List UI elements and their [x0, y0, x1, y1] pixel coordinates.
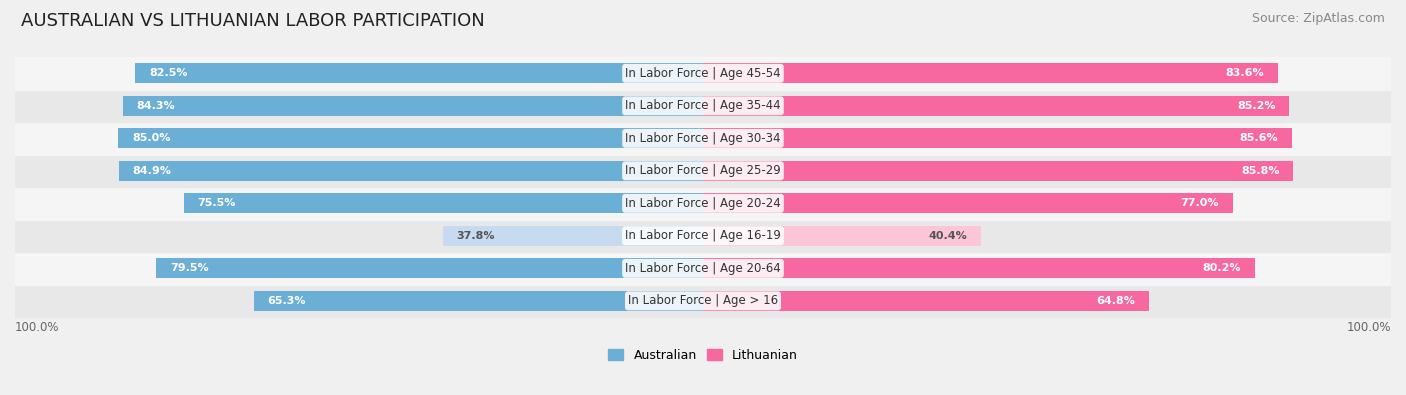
Bar: [15, 220, 1391, 252]
Text: 84.3%: 84.3%: [136, 101, 176, 111]
Text: 83.6%: 83.6%: [1226, 68, 1264, 78]
Bar: [703, 226, 981, 246]
Text: In Labor Force | Age 45-54: In Labor Force | Age 45-54: [626, 67, 780, 80]
Text: In Labor Force | Age 25-29: In Labor Force | Age 25-29: [626, 164, 780, 177]
Text: 85.2%: 85.2%: [1237, 101, 1275, 111]
Bar: [15, 57, 1391, 90]
Bar: [703, 161, 1294, 181]
Text: 80.2%: 80.2%: [1202, 263, 1241, 273]
Text: 40.4%: 40.4%: [928, 231, 967, 241]
Text: 77.0%: 77.0%: [1181, 198, 1219, 208]
Text: In Labor Force | Age > 16: In Labor Force | Age > 16: [628, 294, 778, 307]
Text: In Labor Force | Age 35-44: In Labor Force | Age 35-44: [626, 99, 780, 112]
Bar: [703, 291, 1149, 311]
Text: 79.5%: 79.5%: [170, 263, 208, 273]
Bar: [184, 193, 703, 213]
Bar: [703, 63, 1278, 83]
Text: 100.0%: 100.0%: [1347, 321, 1391, 334]
Text: In Labor Force | Age 30-34: In Labor Force | Age 30-34: [626, 132, 780, 145]
Text: 82.5%: 82.5%: [149, 68, 187, 78]
Text: 75.5%: 75.5%: [197, 198, 236, 208]
Bar: [15, 122, 1391, 154]
Bar: [15, 252, 1391, 284]
Bar: [703, 96, 1289, 116]
Bar: [15, 154, 1391, 187]
Text: 100.0%: 100.0%: [15, 321, 59, 334]
Legend: Australian, Lithuanian: Australian, Lithuanian: [603, 344, 803, 367]
Bar: [443, 226, 703, 246]
Bar: [120, 161, 703, 181]
Bar: [703, 193, 1233, 213]
Text: 37.8%: 37.8%: [457, 231, 495, 241]
Text: 85.8%: 85.8%: [1241, 166, 1279, 176]
Text: In Labor Force | Age 20-24: In Labor Force | Age 20-24: [626, 197, 780, 210]
Bar: [253, 291, 703, 311]
Text: 85.6%: 85.6%: [1240, 134, 1278, 143]
Text: Source: ZipAtlas.com: Source: ZipAtlas.com: [1251, 12, 1385, 25]
Bar: [15, 187, 1391, 220]
Text: 85.0%: 85.0%: [132, 134, 170, 143]
Bar: [703, 128, 1292, 149]
Text: In Labor Force | Age 20-64: In Labor Force | Age 20-64: [626, 262, 780, 275]
Bar: [156, 258, 703, 278]
Bar: [122, 96, 703, 116]
Bar: [135, 63, 703, 83]
Bar: [703, 258, 1254, 278]
Text: AUSTRALIAN VS LITHUANIAN LABOR PARTICIPATION: AUSTRALIAN VS LITHUANIAN LABOR PARTICIPA…: [21, 12, 485, 30]
Text: 65.3%: 65.3%: [267, 296, 307, 306]
Bar: [118, 128, 703, 149]
Text: 64.8%: 64.8%: [1097, 296, 1135, 306]
Text: In Labor Force | Age 16-19: In Labor Force | Age 16-19: [626, 229, 780, 243]
Bar: [15, 90, 1391, 122]
Bar: [15, 284, 1391, 317]
Text: 84.9%: 84.9%: [132, 166, 172, 176]
